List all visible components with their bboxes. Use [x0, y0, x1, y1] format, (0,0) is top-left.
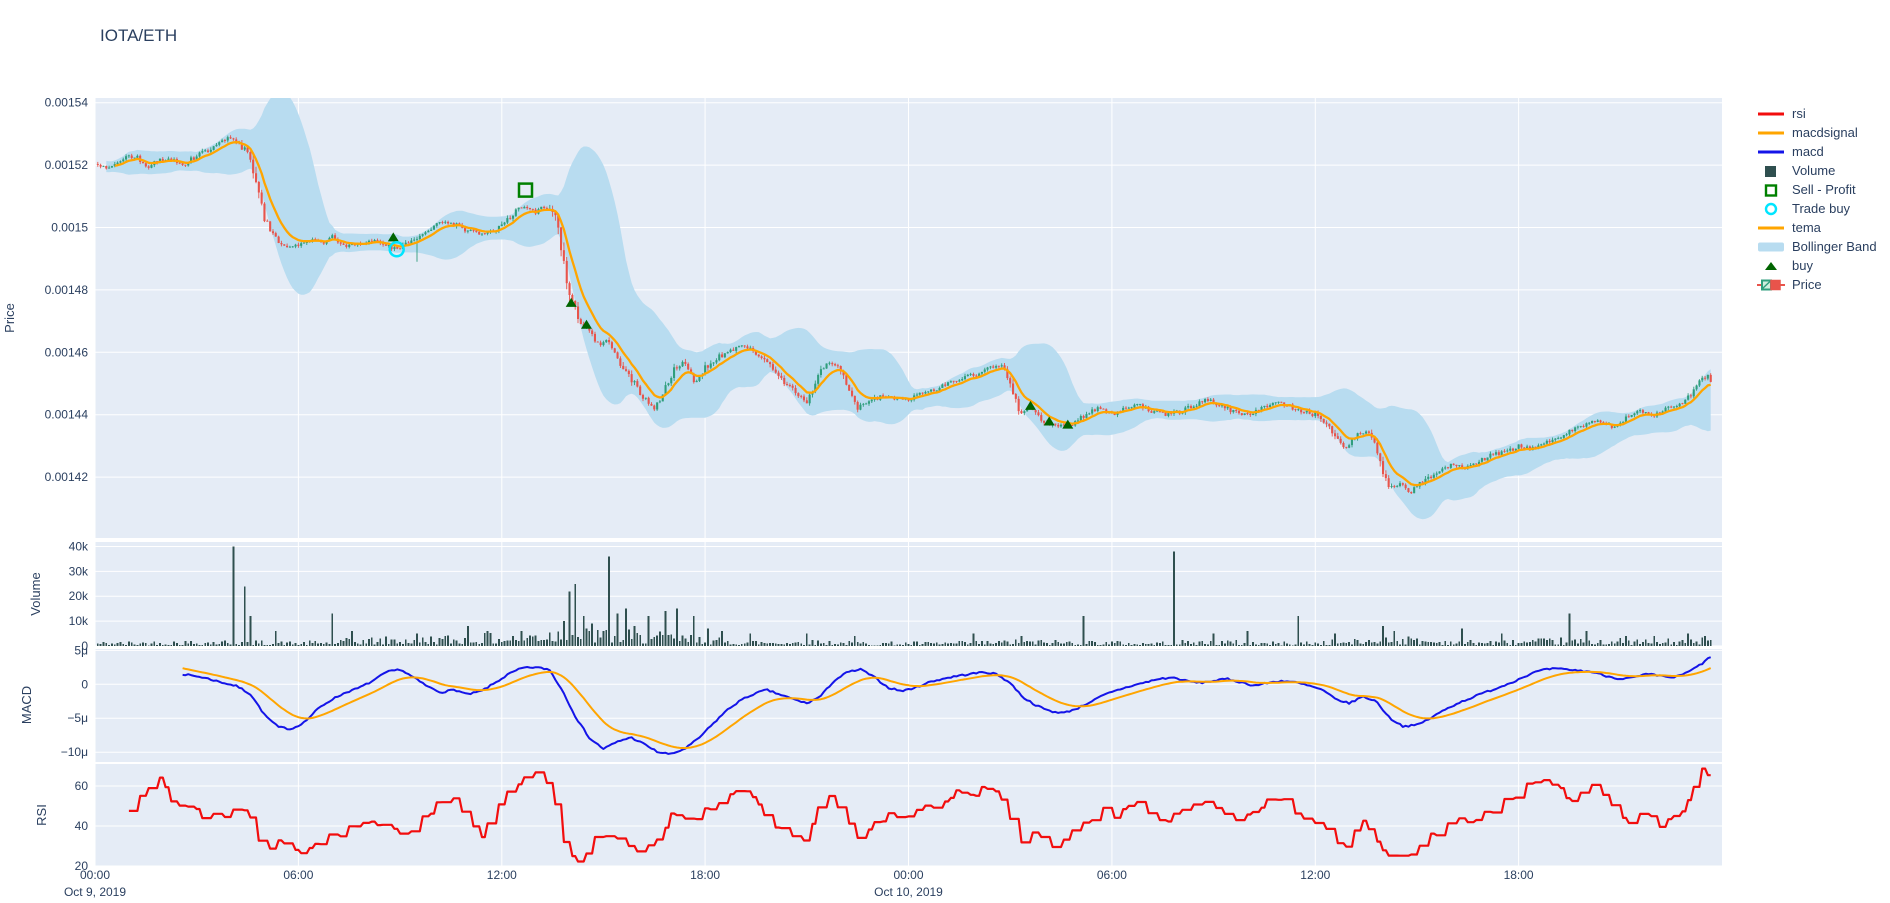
svg-text:0: 0 — [81, 639, 88, 653]
legend-swatch-icon — [1764, 183, 1778, 197]
legend-item-bollinger-band[interactable]: Bollinger Band — [1756, 237, 1877, 256]
svg-text:Oct 9, 2019: Oct 9, 2019 — [64, 885, 126, 899]
legend-item-label: tema — [1792, 220, 1821, 235]
svg-text:0.00154: 0.00154 — [45, 96, 89, 110]
price-axis-title: Price — [2, 303, 17, 333]
legend-swatch-icon — [1757, 279, 1785, 290]
svg-text:12:00: 12:00 — [1300, 868, 1330, 882]
legend-item-label: macdsignal — [1792, 125, 1858, 140]
legend-item-buy[interactable]: buy — [1756, 256, 1877, 275]
legend-swatch-icon — [1758, 226, 1784, 229]
svg-text:Oct 10, 2019: Oct 10, 2019 — [874, 885, 943, 899]
x-tick-labels: 00:00 06:00 12:00 18:00 00:00 06:00 12:00 18:00… — [64, 868, 1534, 899]
tema-line — [114, 141, 1711, 487]
svg-text:0.00144: 0.00144 — [45, 408, 89, 422]
buy-marker — [1062, 419, 1074, 429]
plot-layers: 0.00142 0.00144 0.00146 0.00148 0.0015 0.0015… — [45, 96, 1722, 899]
svg-text:00:00: 00:00 — [80, 868, 110, 882]
buy-marker — [565, 297, 577, 307]
legend-swatch-icon — [1758, 150, 1784, 153]
legend-item-sell-profit[interactable]: Sell - Profit — [1756, 180, 1877, 199]
volume-layer — [96, 546, 1712, 646]
svg-text:06:00: 06:00 — [283, 868, 313, 882]
svg-text:06:00: 06:00 — [1097, 868, 1127, 882]
svg-text:18:00: 18:00 — [1504, 868, 1534, 882]
svg-text:0.00152: 0.00152 — [45, 158, 89, 172]
legend-item-volume[interactable]: Volume — [1756, 161, 1877, 180]
svg-text:20: 20 — [75, 859, 89, 873]
svg-text:60: 60 — [75, 779, 89, 793]
buy-marker — [387, 232, 399, 242]
svg-text:0.00142: 0.00142 — [45, 470, 89, 484]
legend-swatch-icon — [1758, 242, 1784, 251]
macd-line — [182, 656, 1712, 755]
legend-swatch-icon — [1758, 131, 1784, 134]
legend-item-rsi[interactable]: rsi — [1756, 104, 1877, 123]
legend-swatch-icon — [1765, 165, 1776, 177]
svg-text:40: 40 — [75, 819, 89, 833]
volume-axis-title: Volume — [28, 572, 43, 615]
legend-item-macdsignal[interactable]: macdsignal — [1756, 123, 1877, 142]
legend-item-label: Bollinger Band — [1792, 239, 1877, 254]
rsi-line — [128, 767, 1711, 863]
svg-text:12:00: 12:00 — [487, 868, 517, 882]
chart-legend: rsi macdsignal macd Volume Sell - Profit Trad… — [1756, 104, 1877, 294]
buy-marker — [581, 319, 592, 329]
legend-swatch-icon — [1765, 261, 1777, 270]
y-tick-labels: 0.00142 0.00144 0.00146 0.00148 0.0015 0.0015… — [45, 96, 89, 873]
svg-text:−10μ: −10μ — [61, 745, 88, 759]
legend-item-macd[interactable]: macd — [1756, 142, 1877, 161]
svg-text:40k: 40k — [69, 540, 89, 554]
legend-item-label: Volume — [1792, 163, 1836, 178]
legend-swatch-icon — [1758, 112, 1784, 115]
legend-item-label: buy — [1792, 258, 1813, 273]
macd-axis-title: MACD — [19, 686, 34, 724]
svg-text:0: 0 — [81, 677, 88, 691]
buy-marker — [1025, 400, 1036, 410]
svg-text:20k: 20k — [69, 589, 89, 603]
svg-text:0.00148: 0.00148 — [45, 283, 89, 297]
chart-title: IOTA/ETH — [100, 26, 178, 45]
svg-text:0.00146: 0.00146 — [45, 345, 89, 359]
sell-profit-marker — [517, 182, 534, 198]
legend-swatch-icon — [1764, 202, 1778, 215]
svg-text:5μ: 5μ — [74, 643, 88, 657]
legend-item-label: Price — [1792, 277, 1822, 292]
legend-item-price[interactable]: Price — [1756, 275, 1877, 294]
legend-item-trade-buy[interactable]: Trade buy — [1756, 199, 1877, 218]
svg-text:00:00: 00:00 — [893, 868, 923, 882]
legend-item-label: rsi — [1792, 106, 1806, 121]
svg-text:0.0015: 0.0015 — [51, 221, 88, 235]
legend-item-tema[interactable]: tema — [1756, 218, 1877, 237]
svg-text:10k: 10k — [69, 614, 89, 628]
svg-text:18:00: 18:00 — [690, 868, 720, 882]
trade-buy-marker — [388, 241, 405, 258]
svg-text:30k: 30k — [69, 564, 89, 578]
legend-item-label: Sell - Profit — [1792, 182, 1856, 197]
buy-marker — [1043, 416, 1055, 426]
legend-item-label: macd — [1792, 144, 1824, 159]
rsi-axis-title: RSI — [34, 804, 49, 826]
legend-item-label: Trade buy — [1792, 201, 1851, 216]
macdsignal-line — [182, 667, 1712, 750]
svg-text:−5μ: −5μ — [67, 711, 88, 725]
